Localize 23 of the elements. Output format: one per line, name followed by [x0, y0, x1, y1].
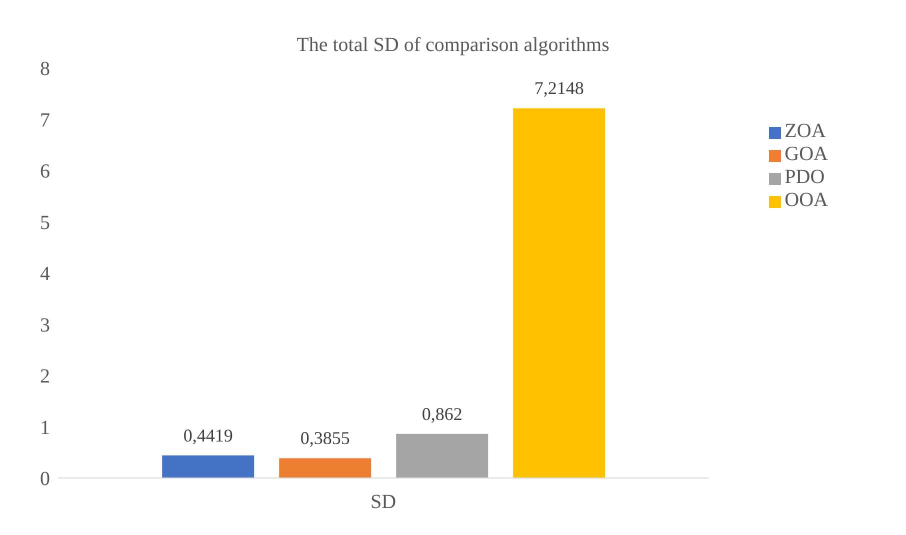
y-tick-label: 8 [40, 58, 50, 80]
y-tick-label: 0 [40, 468, 50, 490]
bar [513, 108, 606, 478]
data-label: 0,4419 [183, 425, 233, 446]
y-tick-label: 3 [40, 314, 50, 336]
y-tick-label: 6 [40, 160, 50, 183]
chart-title: The total SD of comparison algorithms [296, 34, 610, 57]
y-tick-label: 2 [40, 366, 50, 388]
y-tick-label: 5 [40, 212, 50, 234]
bar [162, 455, 254, 478]
legend-label: OOA [784, 189, 828, 211]
bar [279, 458, 372, 478]
y-tick-label: 4 [40, 263, 50, 286]
legend-label: PDO [784, 166, 825, 188]
legend-label: ZOA [784, 120, 826, 142]
legend-label: GOA [784, 143, 828, 165]
data-label: 0,862 [422, 404, 462, 424]
y-tick-label: 1 [40, 416, 50, 439]
data-label: 0,3855 [300, 428, 350, 448]
x-tick-label: SD [370, 491, 396, 514]
y-tick-label: 7 [40, 109, 50, 132]
data-label: 7,2148 [534, 78, 584, 98]
bar [396, 434, 488, 478]
